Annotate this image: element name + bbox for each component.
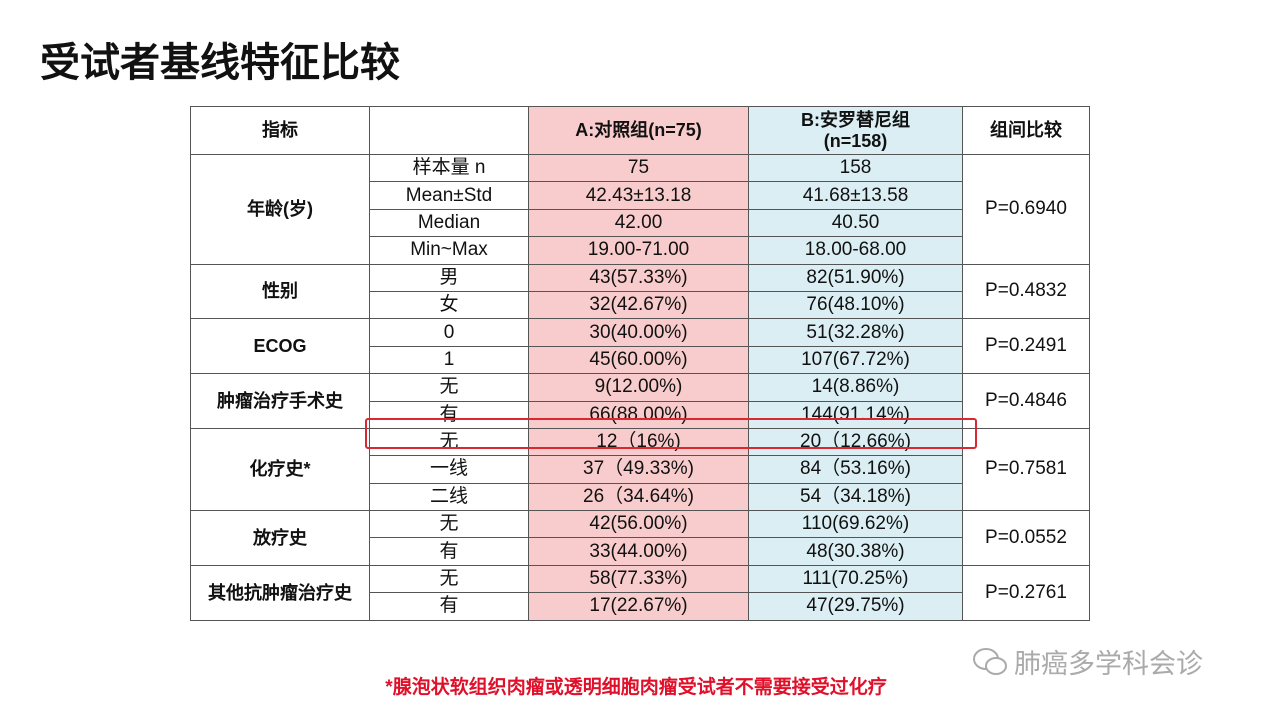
p-value: P=0.4846 bbox=[962, 373, 1090, 429]
p-value: P=0.2491 bbox=[962, 318, 1090, 375]
table-row: 其他抗肿瘤治疗史无 58(77.33%) 111(70.25%) P=0.2761 bbox=[190, 564, 1090, 621]
group-a-value: 43(57.33%) bbox=[528, 263, 749, 292]
group-a-value: 19.00-71.00 bbox=[528, 236, 749, 265]
group-a-value: 12（16%) bbox=[528, 427, 749, 457]
group-name: 年龄(岁) bbox=[190, 154, 370, 265]
header-cell: 指标 bbox=[190, 106, 370, 155]
p-value: P=0.2761 bbox=[962, 564, 1090, 621]
group-a-value: 42.43±13.18 bbox=[528, 181, 749, 210]
sub-item: 一线 bbox=[369, 455, 529, 484]
sub-item: 1 bbox=[369, 345, 529, 375]
sub-item: 有 bbox=[369, 592, 529, 621]
sub-item: 无 bbox=[369, 373, 529, 402]
group-name: ECOG bbox=[190, 318, 370, 375]
footnote: *腺泡状软组织肉瘤或透明细胞肉瘤受试者不需要接受过化疗 bbox=[385, 677, 887, 698]
group-b-value: 14(8.86%) bbox=[748, 373, 963, 402]
group-b-value: 20（12.66%) bbox=[748, 427, 963, 457]
sub-item: 有 bbox=[369, 537, 529, 566]
header-cell: A:对照组(n=75) bbox=[528, 106, 749, 155]
header-cell: B:安罗替尼组 (n=158) bbox=[748, 106, 963, 155]
table-row: 二线 26（34.64%) 54（34.18%) bbox=[191, 482, 1090, 512]
group-name: 性别 bbox=[190, 263, 370, 320]
p-value: P=0.4832 bbox=[962, 263, 1090, 320]
watermark-text: 肺癌多学科会诊 bbox=[1014, 649, 1203, 679]
table-row: 性别男 43(57.33%) 82(51.90%) P=0.4832 bbox=[190, 263, 1090, 320]
group-a-value: 9(12.00%) bbox=[528, 373, 749, 402]
group-a-value: 26（34.64%) bbox=[528, 482, 749, 512]
group-b-value: 158 bbox=[748, 153, 963, 183]
sub-item: 二线 bbox=[369, 482, 529, 512]
group-b-value: 107(67.72%) bbox=[748, 345, 963, 375]
group-a-value: 33(44.00%) bbox=[528, 537, 749, 566]
p-value: P=0.7581 bbox=[962, 427, 1090, 512]
sub-item: 无 bbox=[369, 564, 529, 594]
group-b-value: 54（34.18%) bbox=[748, 482, 963, 512]
table-row: 女 32(42.67%) 76(48.10%) bbox=[191, 290, 1090, 320]
p-value: P=0.0552 bbox=[962, 510, 1090, 566]
table-row: 有 33(44.00%) 48(30.38%) bbox=[191, 537, 1090, 566]
group-a-value: 17(22.67%) bbox=[528, 592, 749, 621]
p-value: P=0.6940 bbox=[962, 154, 1090, 265]
group-b-value: 111(70.25%) bbox=[748, 564, 963, 594]
group-a-value: 42(56.00%) bbox=[528, 510, 749, 539]
header-text: (n=158) bbox=[823, 130, 888, 151]
title: 受试者基线特征比较 bbox=[40, 41, 400, 85]
group-a-value: 30(40.00%) bbox=[528, 318, 749, 347]
header-row: 指标 A:对照组(n=75) B:安罗替尼组 (n=158) 组间比较 bbox=[190, 106, 1090, 155]
sub-item: 0 bbox=[369, 318, 529, 347]
group-b-value: 48(30.38%) bbox=[748, 537, 963, 566]
group-a-value: 32(42.67%) bbox=[528, 290, 749, 320]
sub-item: Median bbox=[369, 208, 529, 238]
table-row: Median 42.00 40.50 bbox=[191, 208, 1090, 238]
group-b-value: 82(51.90%) bbox=[748, 263, 963, 292]
group-b-value: 76(48.10%) bbox=[748, 290, 963, 320]
sub-item: Min~Max bbox=[369, 236, 529, 265]
sub-item: 男 bbox=[369, 263, 529, 292]
group-a-value: 75 bbox=[528, 153, 749, 183]
table-row: Mean±Std 42.43±13.18 41.68±13.58 bbox=[191, 181, 1090, 210]
sub-item: 样本量 n bbox=[369, 153, 529, 183]
table-body: 年龄(岁) 样本量 n 75 158 P=0.6940 Mean±Std 42.43±13.… bbox=[190, 153, 1090, 621]
sub-item: 女 bbox=[369, 290, 529, 320]
table: 指标 A:对照组(n=75) B:安罗替尼组 (n=158) 组间比较 年龄(岁)… bbox=[190, 106, 1090, 621]
group-b-value: 18.00-68.00 bbox=[748, 236, 963, 265]
header-cell: 组间比较 bbox=[962, 106, 1090, 155]
table-row: ECOG 0 30(40.00%) 51(32.28%) P=0.2491 bbox=[190, 318, 1090, 375]
sub-item: 无 bbox=[369, 510, 529, 539]
watermark: 肺癌多学科会诊 bbox=[972, 642, 1203, 681]
group-a-value: 58(77.33%) bbox=[528, 564, 749, 594]
table-row: 化疗史* 无 12（16%) 20（12.66%) P=0.7581 bbox=[190, 427, 1090, 512]
header-text: B:安罗替尼组 bbox=[801, 109, 910, 130]
table-row: 1 45(60.00%) 107(67.72%) bbox=[191, 345, 1090, 375]
table-row: 有 17(22.67%) 47(29.75%) bbox=[191, 592, 1090, 621]
table-row: 年龄(岁) 样本量 n 75 158 P=0.6940 bbox=[190, 153, 1090, 265]
group-b-value: 110(69.62%) bbox=[748, 510, 963, 539]
highlight-box bbox=[365, 418, 977, 449]
group-b-value: 40.50 bbox=[748, 208, 963, 238]
table-row: Min~Max 19.00-71.00 18.00-68.00 bbox=[191, 236, 1090, 265]
group-b-value: 84（53.16%) bbox=[748, 455, 963, 484]
group-name: 其他抗肿瘤治疗史 bbox=[190, 564, 370, 621]
table-row: 肿瘤治疗手术史无 9(12.00%) 14(8.86%) P=0.4846 bbox=[190, 373, 1090, 429]
group-a-value: 45(60.00%) bbox=[528, 345, 749, 375]
group-a-value: 37（49.33%) bbox=[528, 455, 749, 484]
table-row: 放疗史无 42(56.00%) 110(69.62%) P=0.0552 bbox=[190, 510, 1090, 566]
group-b-value: 41.68±13.58 bbox=[748, 181, 963, 210]
group-b-value: 51(32.28%) bbox=[748, 318, 963, 347]
wechat-icon bbox=[973, 647, 1007, 675]
group-name: 化疗史* bbox=[190, 427, 370, 512]
group-name: 肿瘤治疗手术史 bbox=[190, 373, 370, 429]
group-a-value: 42.00 bbox=[528, 208, 749, 238]
group-a-value: 66(88.00%) bbox=[528, 400, 749, 429]
header-cell bbox=[369, 106, 529, 155]
group-b-value: 47(29.75%) bbox=[748, 592, 963, 621]
sub-item: Mean±Std bbox=[369, 181, 529, 210]
group-name: 放疗史 bbox=[190, 510, 370, 566]
